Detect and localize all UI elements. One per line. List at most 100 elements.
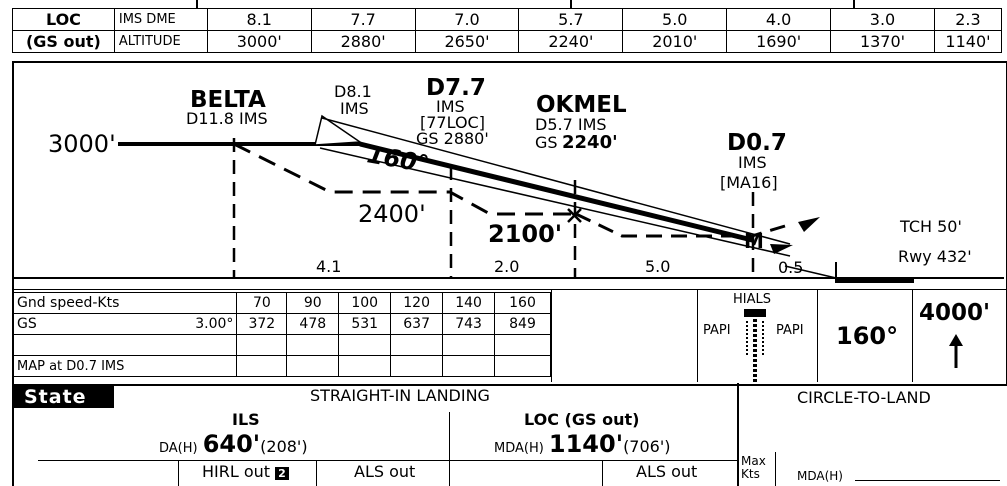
d77-gs-label: GS 2880' — [416, 129, 489, 148]
rate-cell: 743 — [442, 313, 496, 335]
altitude-cell: 2880' — [310, 30, 416, 53]
divider — [912, 290, 913, 382]
missed-approach-path — [575, 212, 786, 238]
als-out-label: ALS out — [636, 462, 698, 481]
ils-da-value: 640' — [202, 430, 261, 458]
divider — [551, 290, 552, 382]
altitude-cell: 2240' — [518, 30, 624, 53]
hials-label: HIALS — [733, 292, 771, 307]
rate-cell: 637 — [390, 313, 444, 335]
altitude-cell: 2010' — [622, 30, 728, 53]
altitude-cell: 1370' — [830, 30, 935, 53]
d81-ims-label: IMS — [340, 99, 369, 118]
speed-cell: 160 — [494, 292, 551, 314]
rate-cell: 849 — [494, 313, 551, 335]
runway-bar — [836, 277, 914, 283]
intercept-arrow — [314, 114, 363, 146]
altitude-cell: 3000' — [206, 30, 312, 53]
d77-ims-label: IMS — [436, 97, 465, 116]
ils-minimum: DA(H) 640'(208') — [159, 430, 308, 458]
loc-mda-label: MDA(H) — [494, 441, 544, 456]
mode-label: LOC — [12, 8, 115, 31]
tch-label: TCH 50' — [899, 217, 962, 236]
gnd-speed-label: Gnd speed-Kts — [12, 292, 238, 314]
top-tick — [570, 0, 572, 8]
missed-arrowhead — [798, 217, 820, 232]
speed-cell: 100 — [338, 292, 392, 314]
map-marker: M — [744, 229, 764, 253]
runway-elevation-label: Rwy 432' — [898, 247, 972, 266]
dme-altitude-table: LOC IMS DME 8.1 7.7 7.0 5.7 5.0 4.0 3.0 … — [12, 8, 1003, 53]
d07-ims-label: IMS — [738, 153, 767, 172]
altitude-2100-label: 2100' — [488, 220, 562, 248]
segment-distance: 5.0 — [645, 257, 670, 276]
initial-altitude-label: 3000' — [48, 130, 116, 158]
papi-left-label: PAPI — [703, 323, 731, 338]
divider — [697, 290, 698, 382]
altitude-row-label: ALTITUDE — [113, 30, 208, 53]
segment-distance: 4.1 — [316, 257, 341, 276]
rate-cell: 478 — [286, 313, 340, 335]
blank-row — [12, 334, 551, 356]
hirl-out-label: HIRL out — [202, 462, 271, 481]
belta-fix-name: BELTA — [190, 87, 266, 113]
altitude-cell: 2650' — [414, 30, 520, 53]
okmel-fix-name: OKMEL — [536, 92, 627, 118]
speed-cell: 140 — [442, 292, 496, 314]
dme-row-label: IMS DME — [113, 8, 208, 31]
belta-dme-label: D11.8 IMS — [186, 109, 268, 128]
missed-altitude: 4000' — [919, 300, 991, 326]
glidepath-line — [359, 141, 753, 243]
papi-right-label: PAPI — [776, 323, 804, 338]
d07-ma-label: [MA16] — [720, 173, 778, 192]
altitude-cell: 1140' — [933, 30, 1003, 53]
gs-upper-line — [321, 117, 791, 245]
circle-heading: CIRCLE-TO-LAND — [797, 388, 931, 407]
divider — [775, 452, 776, 486]
dme-cell: 2.3 — [933, 8, 1003, 31]
divider — [602, 460, 603, 486]
okmel-gs-value: 2240' — [562, 132, 618, 153]
ils-title: ILS — [232, 410, 260, 429]
lighting-symbol — [744, 309, 766, 383]
ils-da-label: DA(H) — [159, 441, 198, 456]
top-tick — [853, 0, 855, 8]
mode-label-sub: (GS out) — [12, 30, 115, 53]
d07-fix-name: D0.7 — [727, 130, 787, 156]
rate-cell: 372 — [236, 313, 288, 335]
minimums-frame — [12, 383, 1007, 486]
gs-label-cell: GS 3.00° — [12, 313, 238, 335]
final-arrowhead — [770, 244, 793, 254]
descent-rate-row: GS 3.00° 372 478 531 637 743 849 — [12, 313, 551, 335]
loc-title: LOC (GS out) — [524, 410, 640, 429]
up-arrow-icon — [949, 334, 963, 368]
straight-in-heading: STRAIGHT-IN LANDING — [310, 386, 490, 405]
divider — [316, 460, 317, 486]
okmel-dme-label: D5.7 IMS — [535, 115, 607, 134]
loc-mda-value: 1140' — [548, 430, 624, 458]
divider — [449, 412, 450, 486]
rate-cell: 531 — [338, 313, 392, 335]
d77-loc-label: [77LOC] — [420, 113, 485, 132]
speed-cell: 120 — [390, 292, 444, 314]
d81-label: D8.1 — [334, 82, 372, 101]
loc-mda-height: (706') — [623, 437, 671, 456]
segment-distance: 2.0 — [494, 257, 519, 276]
divider — [178, 460, 179, 486]
note-badge: 2 — [275, 467, 289, 480]
dme-cell: 5.0 — [622, 8, 728, 31]
groundspeed-table: Gnd speed-Kts 70 90 100 120 140 160 GS 3… — [12, 292, 551, 377]
altitude-cell: 1690' — [726, 30, 832, 53]
gs-label: GS — [17, 316, 37, 332]
divider — [38, 460, 737, 461]
circle-mda-label: MDA(H) — [797, 469, 843, 483]
speed-cell: 90 — [286, 292, 340, 314]
course-box: 160° — [836, 322, 899, 350]
als-out-label: ALS out — [354, 462, 416, 481]
groundspeed-row: Gnd speed-Kts 70 90 100 120 140 160 — [12, 292, 551, 314]
segment-distance: 0.5 — [778, 258, 803, 277]
top-tick — [196, 0, 198, 8]
hirl-out-cell: HIRL out 2 — [202, 462, 289, 481]
dme-cell: 4.0 — [726, 8, 832, 31]
